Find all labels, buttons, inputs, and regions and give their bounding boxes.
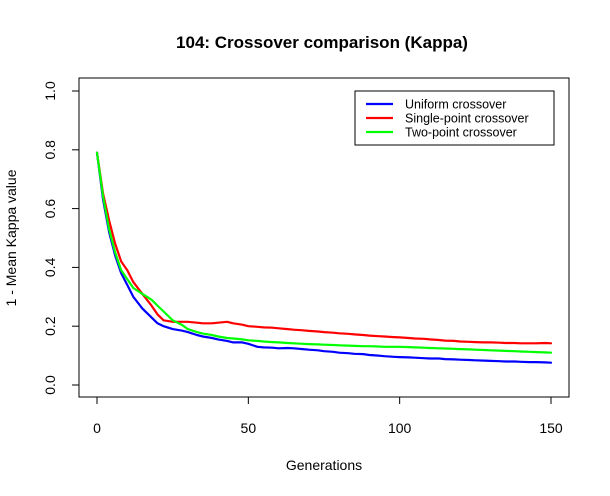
x-axis: 0 50 100 150 bbox=[93, 396, 563, 436]
chart-title: 104: Crossover comparison (Kappa) bbox=[176, 33, 468, 52]
series-line-2 bbox=[95, 151, 553, 345]
y-tick-label: 0.6 bbox=[42, 199, 58, 219]
x-tick-label: 150 bbox=[539, 420, 563, 436]
y-tick-label: 0.2 bbox=[42, 316, 58, 336]
x-tick-label: 50 bbox=[241, 420, 257, 436]
y-tick-label: 0.8 bbox=[42, 140, 58, 160]
y-axis-title: 1 - Mean Kappa value bbox=[3, 169, 19, 306]
x-axis-title: Generations bbox=[286, 457, 362, 473]
x-tick-label: 100 bbox=[388, 420, 412, 436]
x-tick-label: 0 bbox=[93, 420, 101, 436]
series-line-1 bbox=[95, 151, 553, 364]
y-axis: 0.0 0.2 0.4 0.6 0.8 1.0 bbox=[42, 81, 80, 395]
series-line-3 bbox=[95, 151, 553, 354]
y-tick-label: 0.4 bbox=[42, 257, 58, 277]
y-tick-label: 1.0 bbox=[42, 81, 58, 101]
y-tick-label: 0.0 bbox=[42, 375, 58, 395]
legend-label-3: Two-point crossover bbox=[405, 126, 517, 140]
legend-label-2: Single-point crossover bbox=[405, 112, 529, 126]
series-layer bbox=[95, 151, 553, 364]
legend-label-1: Uniform crossover bbox=[405, 98, 506, 112]
